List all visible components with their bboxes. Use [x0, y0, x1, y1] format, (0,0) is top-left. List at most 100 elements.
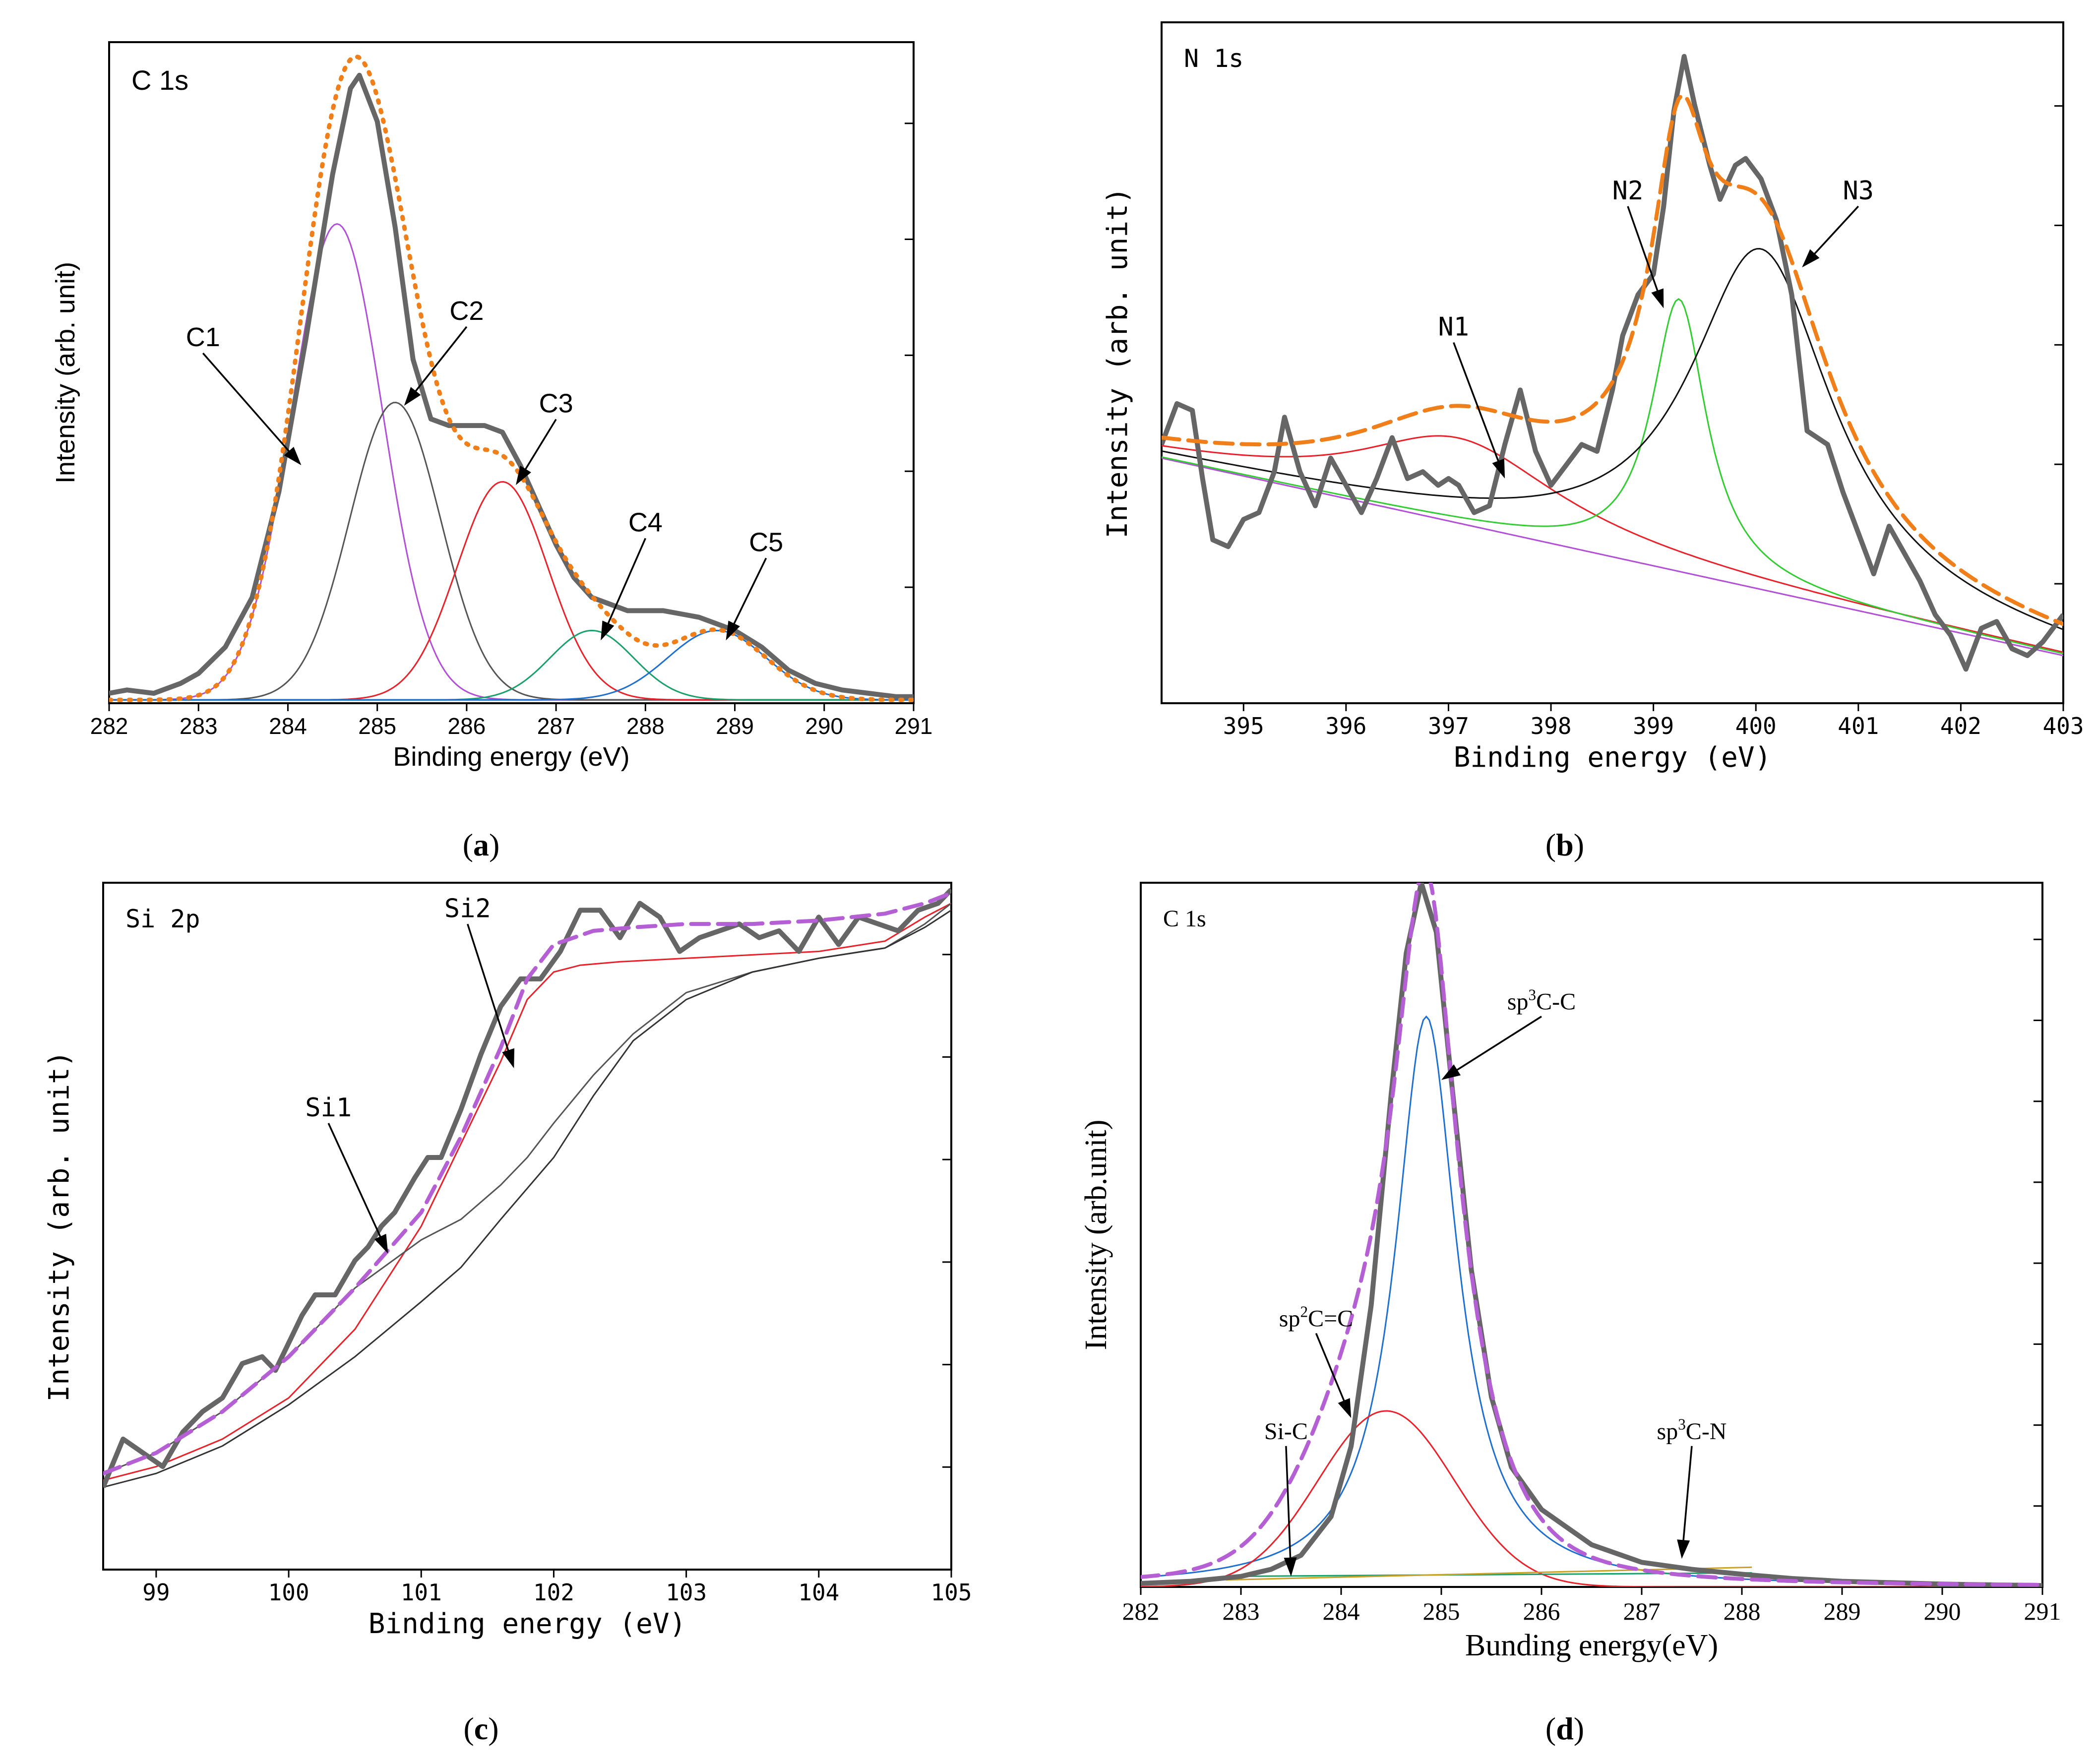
raw-spectrum — [103, 888, 951, 1488]
caption-a-letter: a — [473, 827, 489, 862]
panel-a: 282 283 284 285 286 287 288 289 290 291 Binding en… — [51, 41, 933, 772]
annotation-arrowhead — [1284, 1557, 1297, 1577]
annotation-label: sp3C-N — [1657, 1416, 1727, 1445]
annotation-label: N1 — [1438, 312, 1469, 342]
annotation-arrowhead — [284, 446, 302, 466]
component-sp2c-c — [1141, 1410, 2042, 1587]
x-tick-label: 398 — [1530, 713, 1571, 739]
annotation-arrow — [523, 419, 557, 473]
svg-text:(a): (a) — [463, 827, 500, 862]
fit-envelope — [1162, 93, 2063, 626]
plot-frame — [102, 882, 952, 1571]
x-tick-label: 282 — [1122, 1597, 1160, 1625]
x-tick-label: 395 — [1223, 713, 1264, 739]
plot-frame — [1161, 21, 2064, 704]
plot-area — [103, 888, 951, 1488]
x-tick-label: 397 — [1428, 713, 1469, 739]
caption-b-letter: b — [1556, 827, 1574, 862]
panel-title: N 1s — [1184, 44, 1243, 73]
annotation-label: Si2 — [444, 894, 491, 923]
plot-area — [1162, 54, 2063, 672]
fit-envelope — [1141, 883, 2042, 1587]
annotation-arrow — [1627, 206, 1660, 295]
annotation-arrow — [202, 353, 293, 455]
annotation-arrowhead — [1492, 458, 1505, 479]
svg-text:(d): (d) — [1545, 1711, 1584, 1746]
x-axis-label: Binding energy (eV) — [1454, 741, 1772, 774]
x-tick-label: 289 — [1824, 1597, 1861, 1625]
annotation-label: sp2C=C — [1279, 1303, 1353, 1332]
annotation-label: sp3C-C — [1507, 986, 1576, 1015]
x-tick-label: 288 — [1724, 1597, 1761, 1625]
annotation-arrow — [412, 326, 468, 395]
x-axis-label: Binding energy (eV) — [393, 742, 629, 772]
annotation-label: C3 — [539, 388, 573, 418]
x-tick-label: 104 — [798, 1579, 839, 1606]
annotation-label: C1 — [186, 322, 220, 352]
x-tick-label: 284 — [1323, 1597, 1360, 1625]
component-n2 — [1162, 298, 2063, 655]
caption-c: (c) — [463, 1711, 498, 1746]
component-si2 — [103, 903, 951, 1481]
x-tick-label: 403 — [2042, 713, 2084, 739]
plot-area — [109, 54, 914, 702]
x-tick-label: 283 — [1223, 1597, 1260, 1625]
caption-d: (d) — [1545, 1711, 1584, 1746]
annotation-arrow — [327, 1123, 383, 1241]
annotation-arrowhead — [516, 465, 531, 486]
caption-a: (a) — [463, 827, 500, 862]
panel-title: C 1s — [131, 64, 188, 96]
x-tick-label: 401 — [1838, 713, 1879, 739]
x-tick-label: 396 — [1325, 713, 1366, 739]
component-sp3c-n — [1226, 1566, 1752, 1581]
annotation-arrowhead — [1802, 249, 1820, 268]
annotation-label: C5 — [749, 527, 783, 557]
x-tick-label: 290 — [1924, 1597, 1961, 1625]
component-n3 — [1162, 247, 2063, 630]
annotation-label: C4 — [628, 507, 663, 537]
annotation-arrowhead — [1441, 1064, 1461, 1080]
x-tick-label: 291 — [2024, 1597, 2061, 1625]
annotation-label: N3 — [1843, 176, 1874, 206]
x-tick-label: 291 — [895, 713, 933, 739]
raw-spectrum — [1162, 54, 2063, 672]
x-tick-label: 399 — [1633, 713, 1674, 739]
fit-envelope — [109, 54, 914, 702]
x-tick-label: 290 — [805, 713, 843, 739]
annotation-label: Si1 — [305, 1093, 352, 1123]
x-tick-label: 285 — [358, 713, 396, 739]
x-tick-label: 289 — [716, 713, 754, 739]
plot-frame — [1140, 882, 2043, 1588]
x-tick-label: 282 — [90, 713, 128, 739]
x-tick-label: 105 — [930, 1579, 972, 1606]
annotation-arrow — [1811, 205, 1859, 257]
panel-d: 282 283 284 285 286 287 288 289 290 291 Bunding en… — [1079, 882, 2061, 1662]
annotation-label: Si-C — [1264, 1418, 1308, 1445]
raw-spectrum — [109, 72, 914, 699]
svg-text:(b): (b) — [1545, 827, 1584, 862]
annotation-arrow — [1453, 342, 1501, 465]
panel-title: C 1s — [1163, 906, 1206, 932]
annotation-label: N2 — [1612, 176, 1644, 206]
annotation-arrow — [732, 557, 767, 628]
plot-frame — [108, 41, 915, 704]
x-tick-label: 99 — [142, 1579, 170, 1606]
annotation-arrow — [1453, 1016, 1542, 1073]
plot-area — [1141, 883, 2042, 1587]
component-si — [103, 910, 951, 1488]
annotation-arrow — [606, 538, 646, 627]
panel-title: Si 2p — [125, 905, 200, 933]
annotation-arrowhead — [502, 1048, 515, 1068]
annotation-arrow — [1682, 1446, 1693, 1544]
x-tick-label: 288 — [626, 713, 665, 739]
x-tick-label: 100 — [268, 1579, 309, 1606]
x-tick-label: 287 — [1623, 1597, 1661, 1625]
annotation-arrowhead — [1677, 1539, 1690, 1559]
y-axis-label: Intensity (arb. unit) — [43, 1050, 75, 1401]
annotation-arrowhead — [374, 1233, 388, 1254]
annotation-arrowhead — [726, 620, 740, 641]
annotation-arrow — [1315, 1333, 1347, 1405]
caption-c-letter: c — [474, 1711, 488, 1746]
x-tick-label: 283 — [180, 713, 218, 739]
